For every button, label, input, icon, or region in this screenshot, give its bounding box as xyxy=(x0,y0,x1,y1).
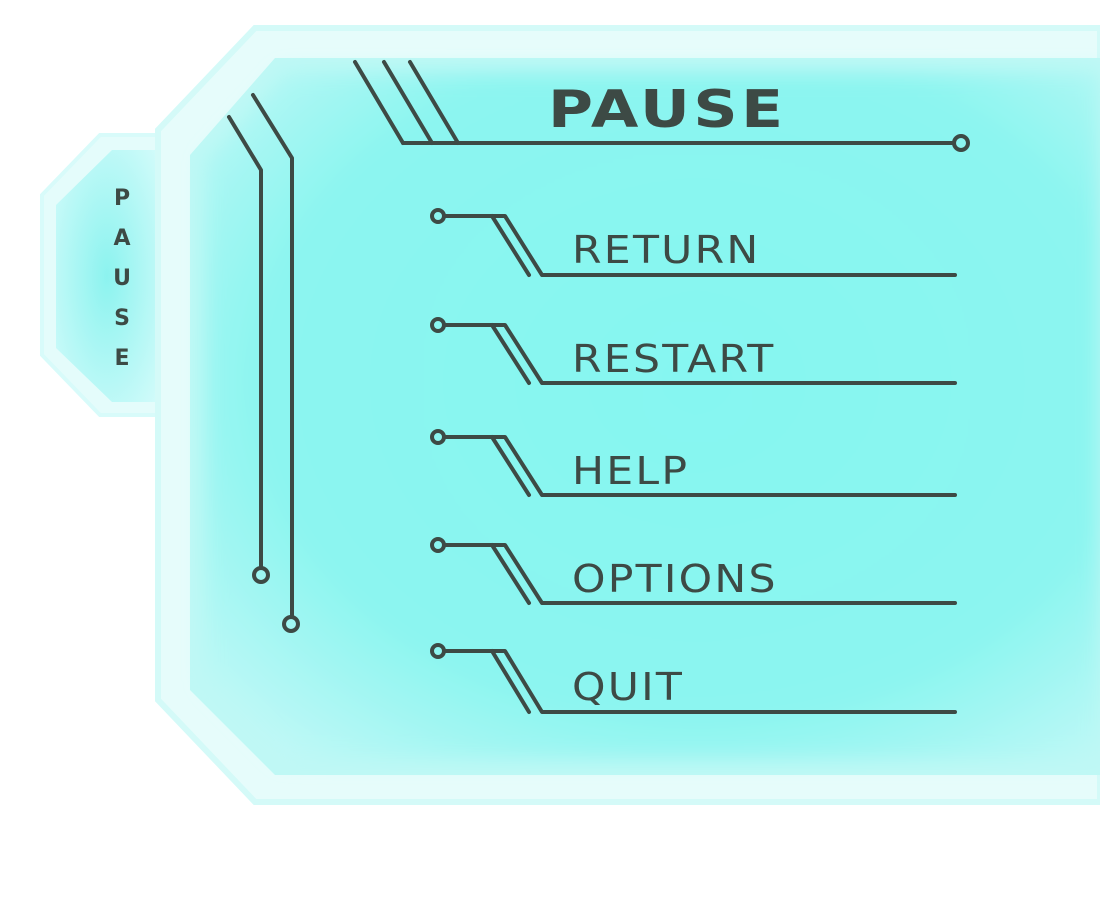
side-tab-letter: P xyxy=(113,186,131,211)
page-title: PAUSE xyxy=(548,80,787,140)
side-tab-letter: E xyxy=(114,346,130,371)
title-node xyxy=(952,134,970,152)
menu-item-return[interactable]: RETURN xyxy=(430,208,970,288)
menu-trace xyxy=(430,537,957,605)
menu-trace xyxy=(430,429,957,497)
menu-item-options[interactable]: OPTIONS xyxy=(430,537,970,617)
side-tab-letter: U xyxy=(113,266,131,291)
menu-label: OPTIONS xyxy=(572,557,778,601)
menu-label: HELP xyxy=(572,449,690,493)
menu-trace xyxy=(430,208,957,277)
menu-label: RETURN xyxy=(572,228,761,272)
menu-item-help[interactable]: HELP xyxy=(430,429,970,509)
menu-item-quit[interactable]: QUIT xyxy=(430,643,970,725)
circuit-trace-left xyxy=(227,115,263,569)
circuit-node-right xyxy=(282,615,300,633)
menu-label: RESTART xyxy=(572,337,776,381)
menu-trace xyxy=(430,643,957,714)
menu-item-restart[interactable]: RESTART xyxy=(430,317,970,397)
circuit-trace-right xyxy=(251,93,294,617)
menu-label: QUIT xyxy=(572,665,685,709)
circuit-node-left xyxy=(252,566,270,584)
menu-trace xyxy=(430,317,957,385)
side-tab-letter: A xyxy=(113,226,131,251)
side-tab-letter: S xyxy=(114,306,130,331)
